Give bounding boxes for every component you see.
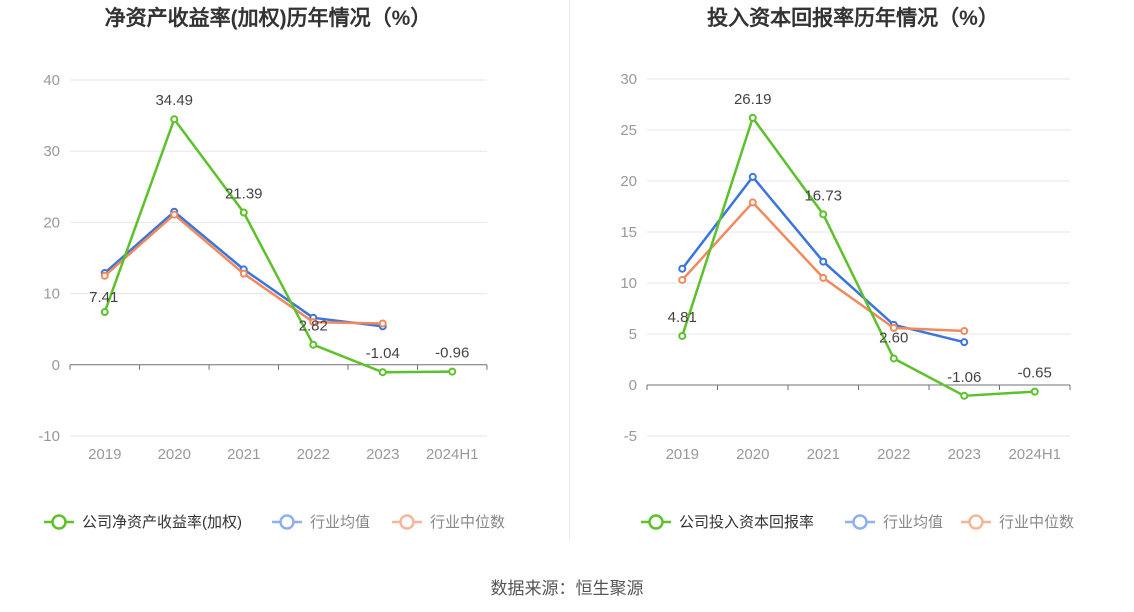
legend-item-company[interactable]: 公司净资产收益率(加权) bbox=[44, 514, 242, 531]
y-tick-label: 10 bbox=[620, 275, 637, 292]
data-point-industry_avg[interactable] bbox=[678, 264, 687, 273]
legend-marker bbox=[648, 514, 664, 530]
y-tick-label: 5 bbox=[629, 326, 637, 343]
data-point-industry_median[interactable] bbox=[678, 275, 687, 284]
series-line-company bbox=[103, 117, 453, 374]
data-point-industry_median[interactable] bbox=[170, 210, 179, 219]
x-tick-label: 2023 bbox=[948, 446, 981, 463]
data-source: 数据来源：恒生聚源 bbox=[490, 579, 644, 598]
y-tick-label: 0 bbox=[629, 377, 637, 394]
data-point-company[interactable] bbox=[239, 208, 248, 217]
series-line-company bbox=[681, 116, 1035, 398]
legend-label: 公司净资产收益率(加权) bbox=[82, 514, 242, 531]
legend-item-industry_avg[interactable]: 行业均值 bbox=[272, 514, 370, 531]
data-point-company[interactable] bbox=[889, 354, 898, 363]
data-label: 16.73 bbox=[804, 187, 842, 204]
data-point-company[interactable] bbox=[378, 368, 387, 377]
roe-chart: 净资产收益率(加权)历年情况（%） -10 0 10 20 30 40 2019 2020 202… bbox=[38, 6, 505, 531]
series-line-industry_median bbox=[681, 201, 965, 333]
data-point-industry_median[interactable] bbox=[378, 319, 387, 328]
data-label: -1.04 bbox=[366, 345, 400, 362]
y-tick-label: 25 bbox=[620, 122, 637, 139]
x-tick-label: 2021 bbox=[807, 446, 840, 463]
legend-item-company[interactable]: 公司投入资本回报率 bbox=[641, 514, 814, 531]
data-label: 4.81 bbox=[668, 309, 697, 326]
data-point-industry_median[interactable] bbox=[960, 326, 969, 335]
data-point-industry_median[interactable] bbox=[309, 318, 318, 327]
data-point-industry_avg[interactable] bbox=[819, 257, 828, 266]
y-tick-label: 30 bbox=[620, 71, 637, 88]
x-tick-label: 2020 bbox=[736, 446, 769, 463]
x-tick-label: 2024H1 bbox=[1008, 446, 1061, 463]
roic-chart: 投入资本回报率历年情况（%） -5 0 5 10 15 20 25 30 2019 2020 2021… bbox=[620, 6, 1074, 531]
y-tick-label: 20 bbox=[620, 173, 637, 190]
y-tick-label: 30 bbox=[43, 143, 60, 160]
data-label: 2.60 bbox=[879, 329, 908, 346]
legend-marker bbox=[968, 514, 984, 530]
legend-item-industry_median[interactable]: 行业中位数 bbox=[392, 514, 505, 531]
data-point-company[interactable] bbox=[678, 331, 687, 340]
data-point-company[interactable] bbox=[170, 115, 179, 124]
data-point-company[interactable] bbox=[819, 210, 828, 219]
y-tick-label: 0 bbox=[52, 357, 60, 374]
data-point-industry_median[interactable] bbox=[889, 323, 898, 332]
data-label: 26.19 bbox=[734, 91, 772, 108]
data-point-industry_median[interactable] bbox=[748, 198, 757, 207]
x-tick-label: 2024H1 bbox=[426, 446, 479, 463]
data-point-industry_avg[interactable] bbox=[748, 172, 757, 181]
x-tick-label: 2022 bbox=[297, 446, 330, 463]
x-tick-label: 2019 bbox=[88, 446, 121, 463]
legend-marker bbox=[51, 514, 67, 530]
legend-label: 公司投入资本回报率 bbox=[679, 514, 814, 531]
data-point-company[interactable] bbox=[748, 113, 757, 122]
data-point-company[interactable] bbox=[960, 391, 969, 400]
x-tick-label: 2022 bbox=[877, 446, 910, 463]
x-tick-label: 2023 bbox=[366, 446, 399, 463]
legend-marker bbox=[852, 514, 868, 530]
x-tick-label: 2020 bbox=[158, 446, 191, 463]
legend-label: 行业均值 bbox=[883, 514, 943, 531]
data-label: 21.39 bbox=[225, 186, 263, 203]
data-label: -0.65 bbox=[1018, 365, 1052, 382]
data-point-company[interactable] bbox=[100, 308, 109, 317]
data-point-industry_avg[interactable] bbox=[960, 338, 969, 347]
data-point-company[interactable] bbox=[1030, 387, 1039, 396]
y-tick-label: 15 bbox=[620, 224, 637, 241]
data-point-company[interactable] bbox=[309, 340, 318, 349]
y-tick-label: 10 bbox=[43, 286, 60, 303]
data-label: -0.96 bbox=[435, 345, 469, 362]
y-tick-label: 40 bbox=[43, 72, 60, 89]
data-point-industry_median[interactable] bbox=[239, 269, 248, 278]
data-label: 34.49 bbox=[155, 92, 193, 109]
legend-label: 行业中位数 bbox=[430, 514, 505, 531]
data-label: 7.41 bbox=[89, 289, 118, 306]
y-tick-label: -5 bbox=[624, 428, 637, 445]
legend-label: 行业均值 bbox=[310, 514, 370, 531]
y-tick-label: -10 bbox=[38, 428, 60, 445]
data-point-company[interactable] bbox=[448, 367, 457, 376]
data-point-industry_median[interactable] bbox=[100, 271, 109, 280]
x-tick-label: 2021 bbox=[227, 446, 260, 463]
legend-label: 行业中位数 bbox=[999, 514, 1074, 531]
data-label: -1.06 bbox=[947, 369, 981, 386]
y-tick-label: 20 bbox=[43, 214, 60, 231]
legend-marker bbox=[399, 514, 415, 530]
data-label: 2.82 bbox=[299, 318, 328, 335]
legend-marker bbox=[279, 514, 295, 530]
data-point-industry_median[interactable] bbox=[819, 273, 828, 282]
chart-title: 净资产收益率(加权)历年情况（%） bbox=[105, 6, 432, 30]
legend-item-industry_median[interactable]: 行业中位数 bbox=[961, 514, 1074, 531]
legend-item-industry_avg[interactable]: 行业均值 bbox=[845, 514, 943, 531]
chart-divider bbox=[569, 0, 570, 540]
chart-title: 投入资本回报率历年情况（%） bbox=[707, 6, 999, 30]
x-tick-label: 2019 bbox=[666, 446, 699, 463]
